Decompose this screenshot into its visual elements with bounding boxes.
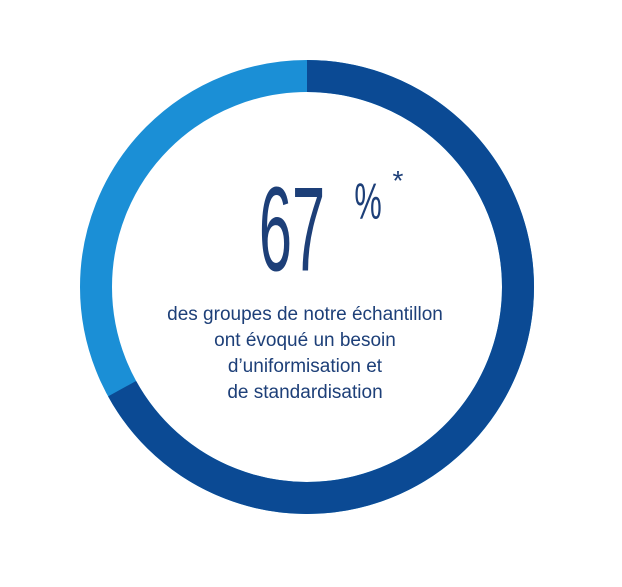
description-line: ont évoqué un besoin bbox=[214, 330, 396, 351]
unit: % bbox=[354, 172, 381, 229]
description-line: d’uniformisation et bbox=[228, 356, 383, 377]
footnote-mark: * bbox=[393, 165, 404, 196]
description-line: de standardisation bbox=[227, 382, 382, 403]
description-line: des groupes de notre échantillon bbox=[167, 304, 443, 325]
value-arc bbox=[108, 60, 534, 514]
unit-group: % bbox=[354, 172, 381, 229]
big-value: 67 bbox=[259, 163, 325, 297]
value-group: 67 bbox=[259, 163, 325, 297]
